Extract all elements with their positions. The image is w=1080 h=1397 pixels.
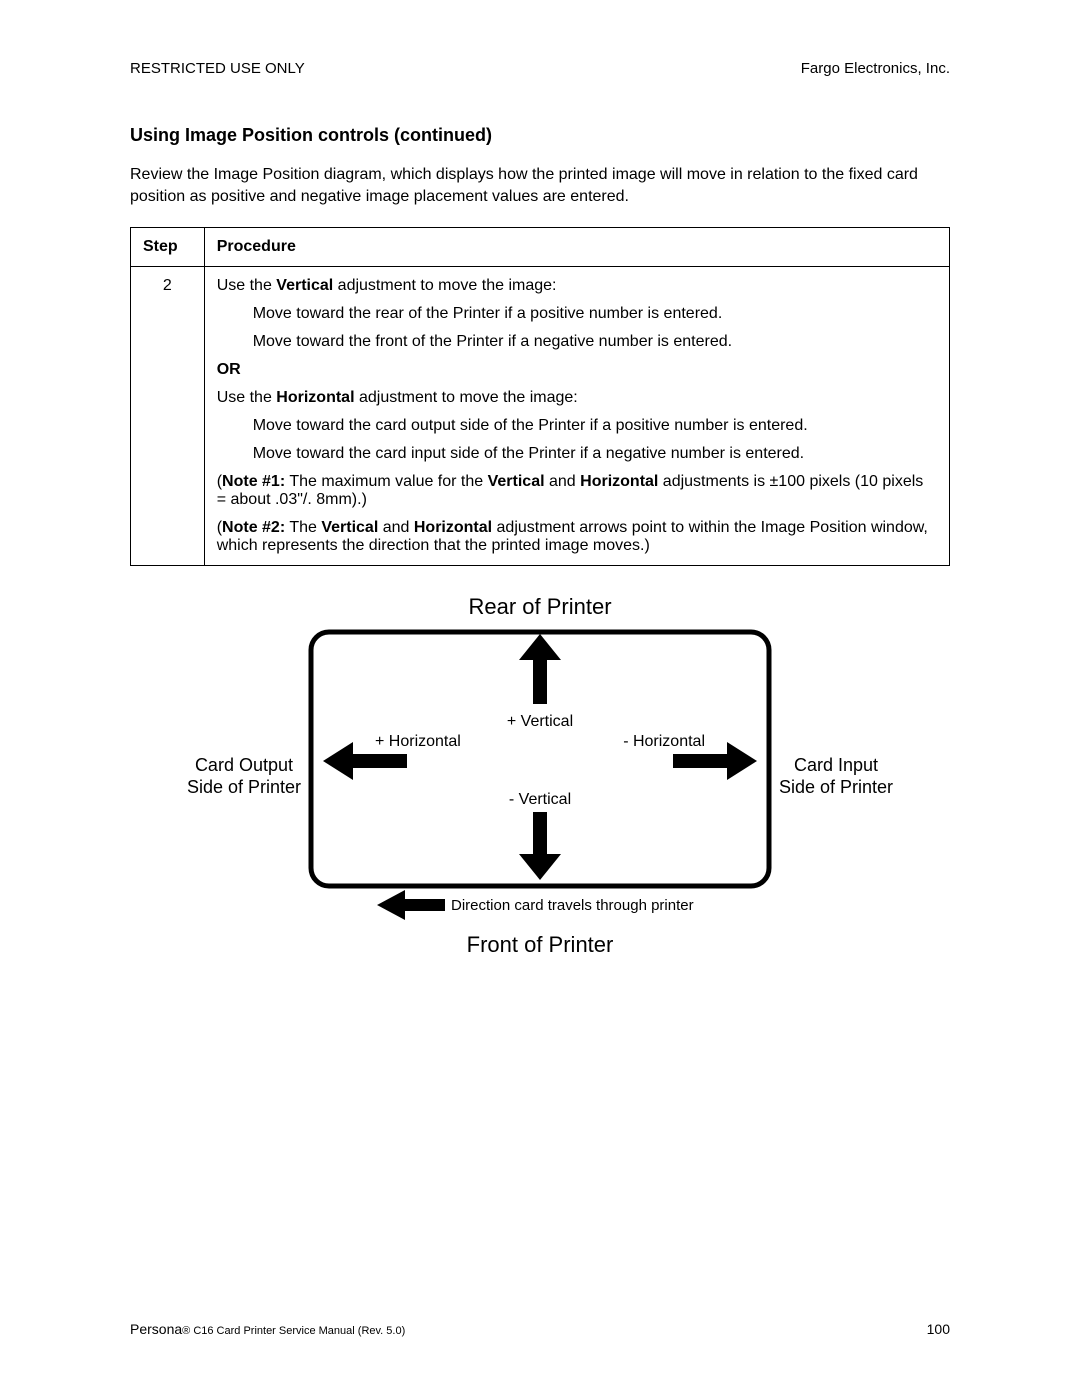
header-right: Fargo Electronics, Inc.	[801, 60, 950, 77]
label-minus-vertical: - Vertical	[509, 791, 571, 808]
arrow-minus-vertical-icon	[519, 812, 561, 880]
footer-left: Persona® C16 Card Printer Service Manual…	[130, 1321, 405, 1337]
proc-bullet: Move toward the front of the Printer if …	[217, 333, 937, 351]
table-header-row: Step Procedure	[131, 228, 950, 267]
proc-bullet: Move toward the card output side of the …	[217, 417, 937, 435]
proc-line-horizontal: Use the Horizontal adjustment to move th…	[217, 389, 937, 407]
proc-bullet: Move toward the rear of the Printer if a…	[217, 305, 937, 323]
proc-bullet: Move toward the card input side of the P…	[217, 445, 937, 463]
col-step: Step	[131, 228, 205, 267]
arrow-direction-icon	[377, 890, 445, 920]
step-number: 2	[131, 267, 205, 566]
procedure-cell: Use the Vertical adjustment to move the …	[204, 267, 949, 566]
diagram-box: + Vertical + Horizontal - Horizontal -	[305, 626, 775, 926]
note-2: (Note #2: The Vertical and Horizontal ad…	[217, 519, 937, 555]
note-1: (Note #1: The maximum value for the Vert…	[217, 473, 937, 509]
label-card-input: Card Input Side of Printer	[779, 754, 893, 799]
label-plus-vertical: + Vertical	[507, 713, 573, 730]
header: RESTRICTED USE ONLY Fargo Electronics, I…	[130, 60, 950, 77]
header-left: RESTRICTED USE ONLY	[130, 60, 305, 77]
table-row: 2 Use the Vertical adjustment to move th…	[131, 267, 950, 566]
col-procedure: Procedure	[204, 228, 949, 267]
footer: Persona® C16 Card Printer Service Manual…	[130, 1321, 950, 1337]
proc-line-vertical: Use the Vertical adjustment to move the …	[217, 277, 937, 295]
image-position-diagram: Rear of Printer Card Output Side of Prin…	[130, 594, 950, 958]
label-card-output: Card Output Side of Printer	[187, 754, 301, 799]
diagram-top-label: Rear of Printer	[130, 594, 950, 620]
label-minus-horizontal: - Horizontal	[623, 733, 705, 750]
intro-paragraph: Review the Image Position diagram, which…	[130, 164, 950, 207]
procedure-table: Step Procedure 2 Use the Vertical adjust…	[130, 227, 950, 566]
section-title: Using Image Position controls (continued…	[130, 125, 950, 146]
diagram-front-label: Front of Printer	[130, 932, 950, 958]
label-plus-horizontal: + Horizontal	[375, 733, 461, 750]
label-direction: Direction card travels through printer	[451, 897, 694, 914]
arrow-plus-vertical-icon	[519, 634, 561, 704]
proc-or: OR	[217, 361, 937, 379]
page-number: 100	[927, 1321, 950, 1337]
printer-diagram-svg: + Vertical + Horizontal - Horizontal -	[305, 626, 775, 926]
